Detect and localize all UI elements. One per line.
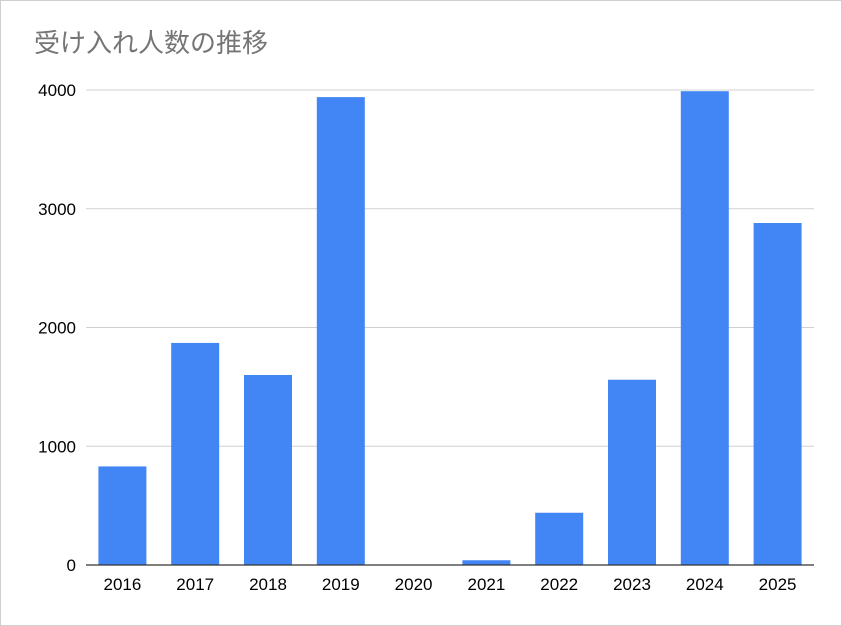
x-tick-label: 2018 [249, 575, 287, 594]
x-tick-label: 2022 [540, 575, 578, 594]
bar-2016 [98, 466, 147, 565]
x-tick-label: 2020 [395, 575, 433, 594]
x-tick-label: 2021 [467, 575, 505, 594]
bar-2018 [244, 375, 292, 565]
bar-2022 [535, 512, 584, 565]
bar-2019 [316, 97, 365, 565]
bar-2021 [462, 560, 511, 565]
x-tick-label: 2024 [686, 575, 724, 594]
bar-2025 [753, 223, 802, 565]
y-tick-label: 0 [67, 556, 76, 575]
bar-2017 [171, 342, 220, 565]
y-tick-label: 3000 [38, 200, 76, 219]
bar-2024 [680, 91, 729, 565]
y-tick-label: 2000 [38, 319, 76, 338]
x-tick-label: 2017 [176, 575, 214, 594]
x-tick-label: 2023 [613, 575, 651, 594]
y-tick-label: 4000 [38, 81, 76, 100]
x-tick-label: 2019 [322, 575, 360, 594]
x-tick-label: 2016 [103, 575, 141, 594]
chart-title: 受け入れ人数の推移 [34, 29, 269, 59]
y-tick-label: 1000 [38, 437, 76, 456]
x-tick-label: 2025 [759, 575, 797, 594]
bar-2023 [608, 379, 656, 565]
